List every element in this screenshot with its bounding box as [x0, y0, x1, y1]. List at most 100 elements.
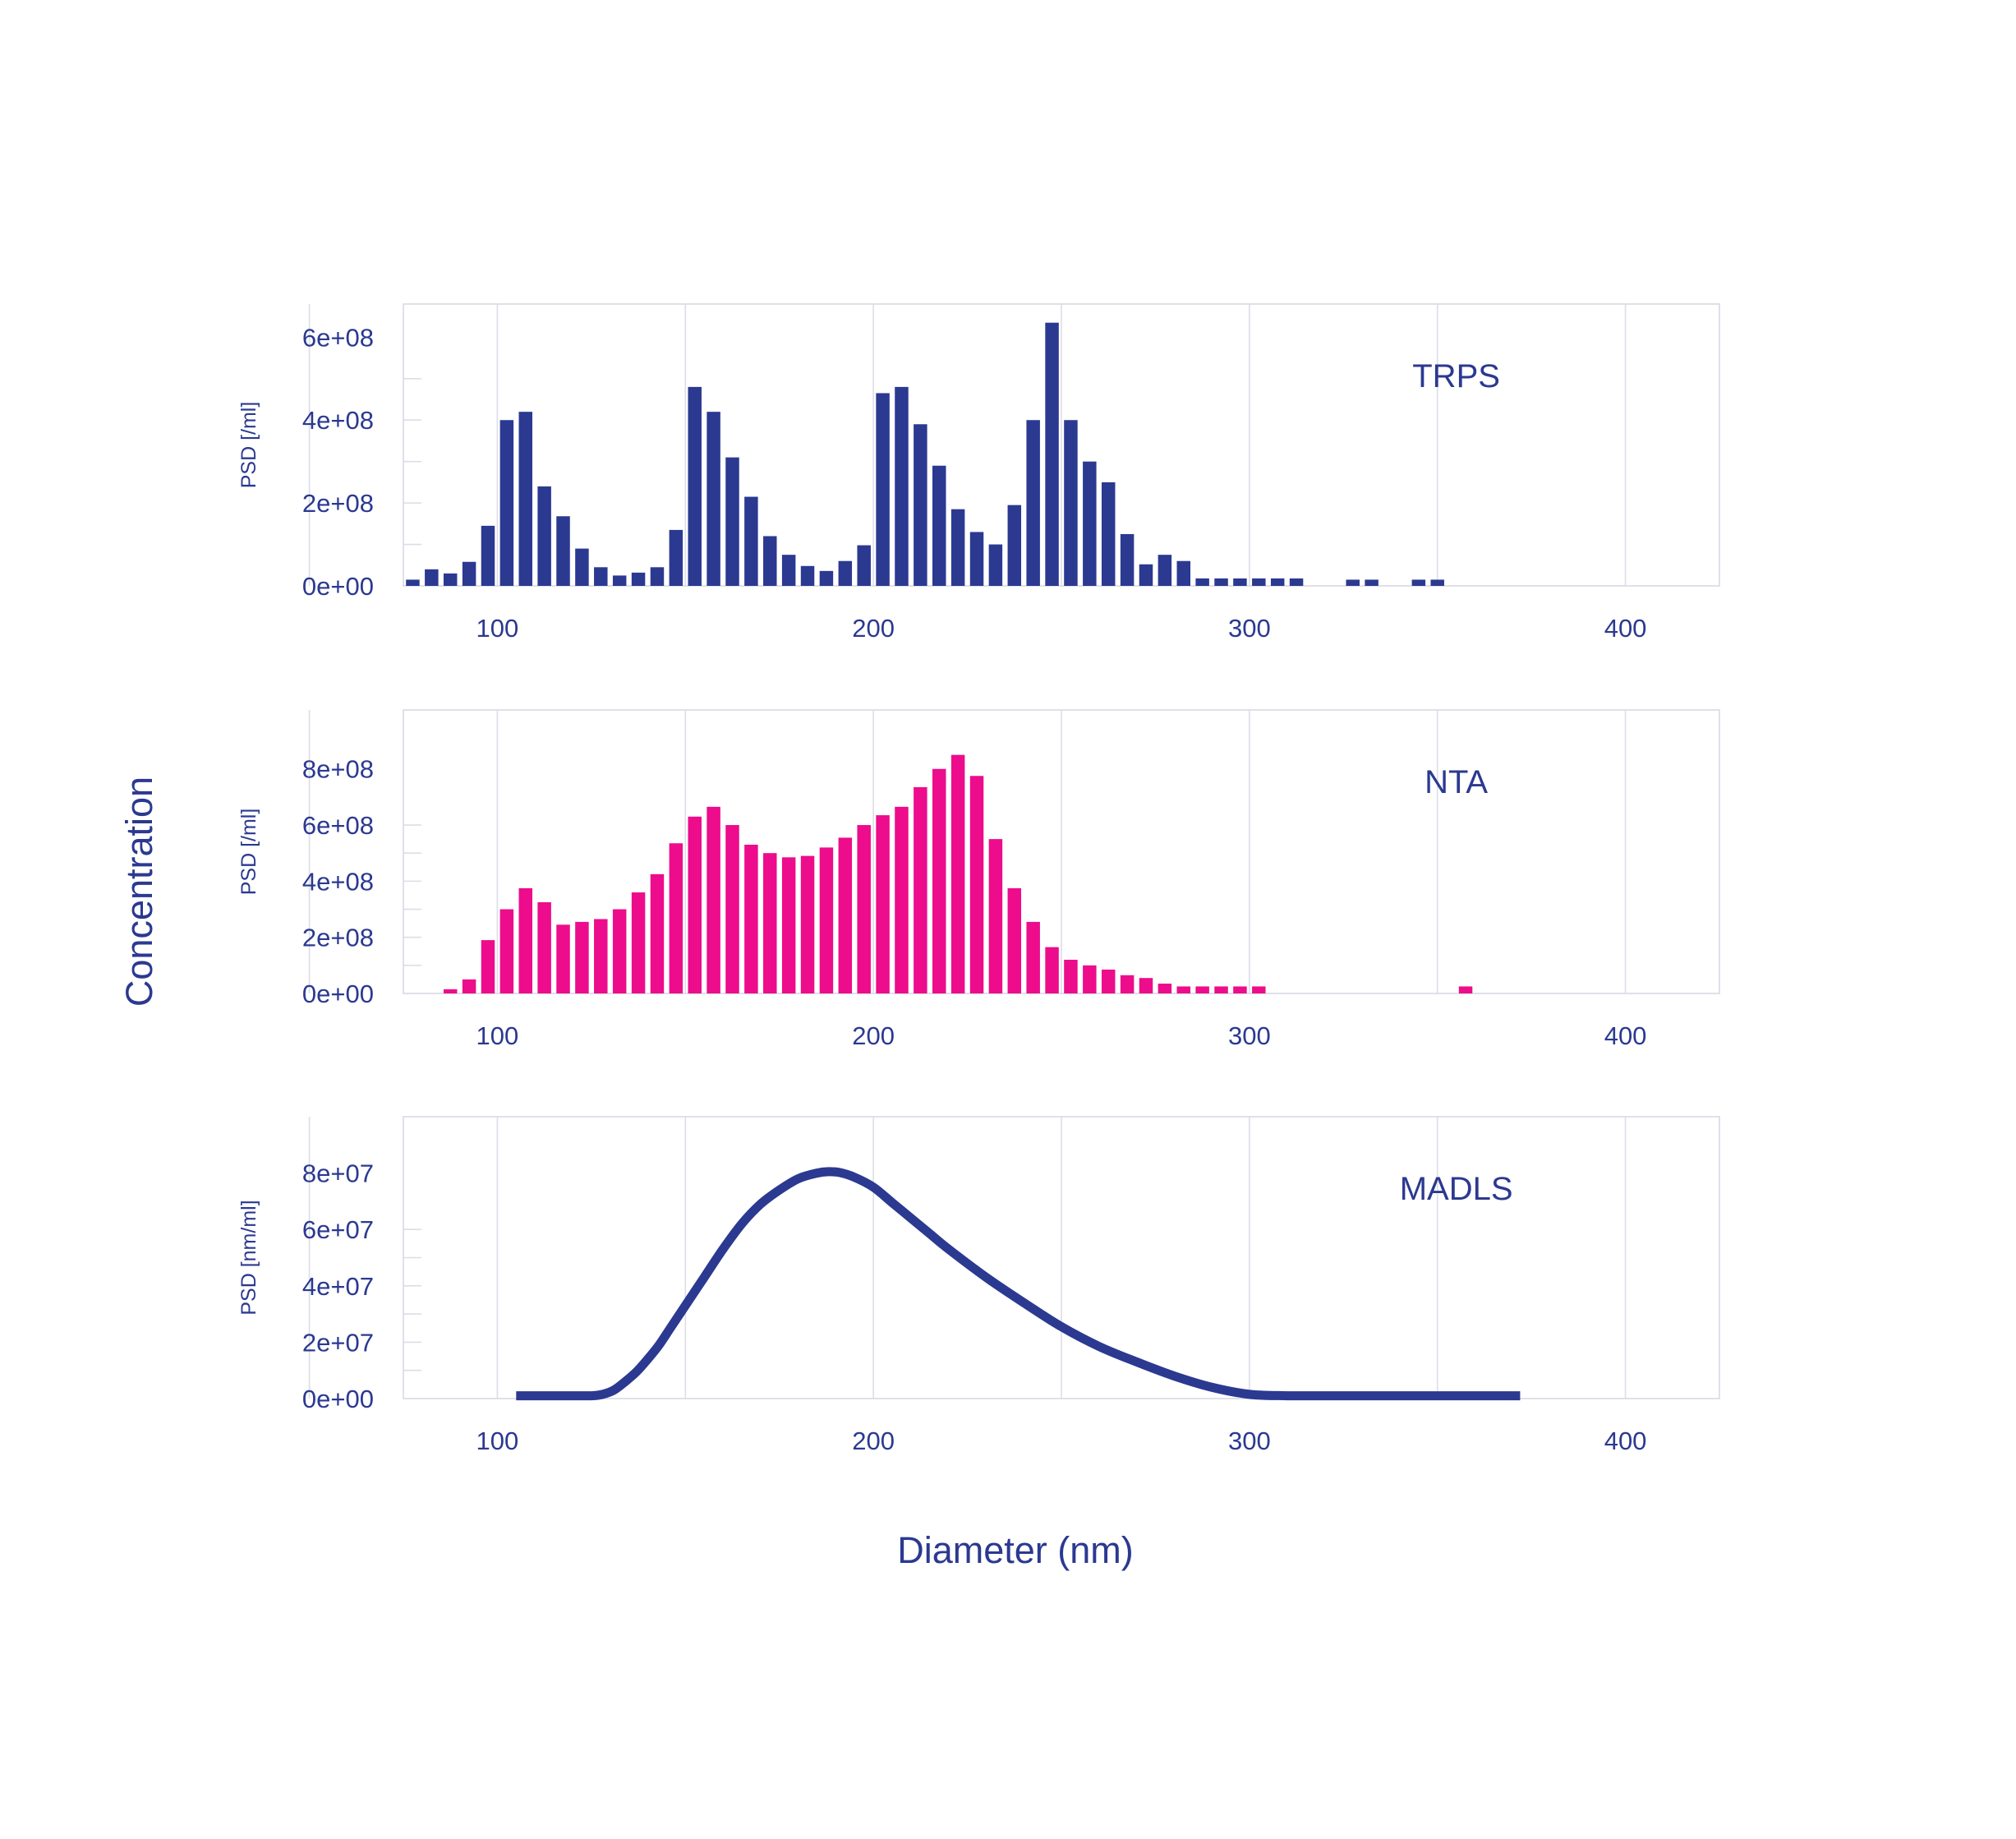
bar: [838, 560, 853, 586]
y-tick-label: 6e+08: [302, 811, 374, 840]
bar: [518, 887, 532, 993]
x-tick-label: 200: [852, 614, 895, 643]
bar: [575, 548, 589, 586]
bar: [969, 776, 984, 993]
bar: [876, 815, 890, 993]
bar: [669, 529, 684, 586]
panel-madls: 0e+00 2e+07 4e+07 6e+07 8e+07 100 200 300 400 PSD…: [237, 1116, 1720, 1455]
bar: [650, 567, 665, 586]
bar: [650, 873, 665, 993]
y-tick-label: 0e+00: [302, 572, 374, 601]
y-tick-label: 8e+07: [302, 1159, 374, 1188]
bar: [1270, 578, 1285, 586]
bar: [1195, 578, 1209, 586]
bar: [1233, 578, 1247, 586]
panel-label: NTA: [1425, 764, 1488, 800]
y-tick-label: 4e+07: [302, 1272, 374, 1301]
x-tick-label: 300: [1228, 614, 1271, 643]
panels: 0e+00 2e+08 4e+08 6e+08 100 200 300 400 PSD [/ml…: [237, 303, 1720, 1455]
x-tick-label: 100: [476, 614, 519, 643]
y-tick-label: 0e+00: [302, 1385, 374, 1413]
bar: [669, 843, 684, 993]
bar: [1064, 420, 1078, 586]
x-tick-label: 200: [852, 1021, 895, 1050]
grid: [308, 1117, 1627, 1399]
bar: [594, 919, 608, 993]
bar: [819, 847, 834, 993]
bar: [1346, 579, 1360, 586]
y-tick-label: 6e+07: [302, 1215, 374, 1244]
bar: [988, 839, 1003, 993]
bar: [1083, 461, 1097, 586]
y-tick-label: 4e+08: [302, 867, 374, 896]
y-tick-label: 2e+08: [302, 924, 374, 952]
bar: [1101, 969, 1116, 993]
bar: [1176, 560, 1190, 586]
bar: [612, 909, 627, 993]
bar: [537, 486, 551, 586]
bar: [895, 386, 909, 586]
bar: [763, 853, 777, 993]
bar: [499, 420, 514, 586]
bar: [819, 570, 834, 586]
bar: [537, 901, 551, 993]
bar: [1007, 505, 1022, 586]
x-tick-label: 300: [1228, 1426, 1271, 1455]
x-tick-label: 300: [1228, 1021, 1271, 1050]
bar: [781, 857, 796, 993]
bar: [1365, 579, 1379, 586]
grid: [308, 304, 1627, 586]
bar: [950, 754, 965, 993]
x-tick-label: 100: [476, 1021, 519, 1050]
panel-label: MADLS: [1400, 1171, 1513, 1207]
bar: [406, 579, 420, 586]
y-tick-label: 4e+08: [302, 406, 374, 435]
bar: [1252, 578, 1266, 586]
bar: [631, 572, 646, 586]
x-tick-label: 400: [1604, 614, 1647, 643]
bar: [1045, 947, 1059, 993]
bar: [462, 979, 476, 993]
bar: [688, 386, 702, 586]
series-line: [516, 1167, 1521, 1401]
bars: [443, 754, 1473, 993]
panel-nta: 0e+00 2e+08 4e+08 6e+08 8e+08 100 200 300 400 PSD…: [237, 709, 1720, 1050]
figure-y-axis-label: Concentration: [118, 777, 160, 1007]
bar: [707, 412, 720, 586]
bar: [443, 573, 458, 586]
bar: [781, 555, 796, 586]
panel-trps: 0e+00 2e+08 4e+08 6e+08 100 200 300 400 PSD [/ml…: [237, 303, 1720, 643]
bar: [499, 909, 514, 993]
bar: [725, 457, 739, 586]
bar: [932, 768, 946, 993]
bar: [1214, 578, 1228, 586]
bar: [914, 424, 927, 586]
figure-x-axis-label: Diameter (nm): [897, 1529, 1134, 1571]
bar: [575, 921, 589, 993]
bar: [1458, 986, 1473, 993]
bar: [594, 567, 608, 586]
bar: [425, 569, 439, 586]
bar: [481, 940, 495, 993]
y-tick-label: 8e+08: [302, 755, 374, 784]
bar: [895, 806, 909, 993]
x-tick-label: 400: [1604, 1021, 1647, 1050]
bar: [857, 545, 871, 586]
bar: [688, 816, 702, 993]
bar: [1411, 579, 1426, 586]
plot-frame: [403, 303, 1720, 587]
panel-y-axis-label: PSD [/ml]: [237, 402, 260, 489]
x-tick-label: 400: [1604, 1426, 1647, 1455]
bar: [1195, 986, 1209, 993]
bar: [1233, 986, 1247, 993]
bar: [1120, 975, 1135, 993]
bar: [1158, 984, 1172, 993]
bar: [1252, 986, 1266, 993]
bar: [744, 844, 758, 993]
bar: [800, 565, 815, 586]
bar: [631, 892, 646, 993]
grid: [308, 710, 1627, 993]
bar: [1026, 921, 1040, 993]
bar: [1289, 578, 1304, 586]
bar: [932, 465, 946, 586]
